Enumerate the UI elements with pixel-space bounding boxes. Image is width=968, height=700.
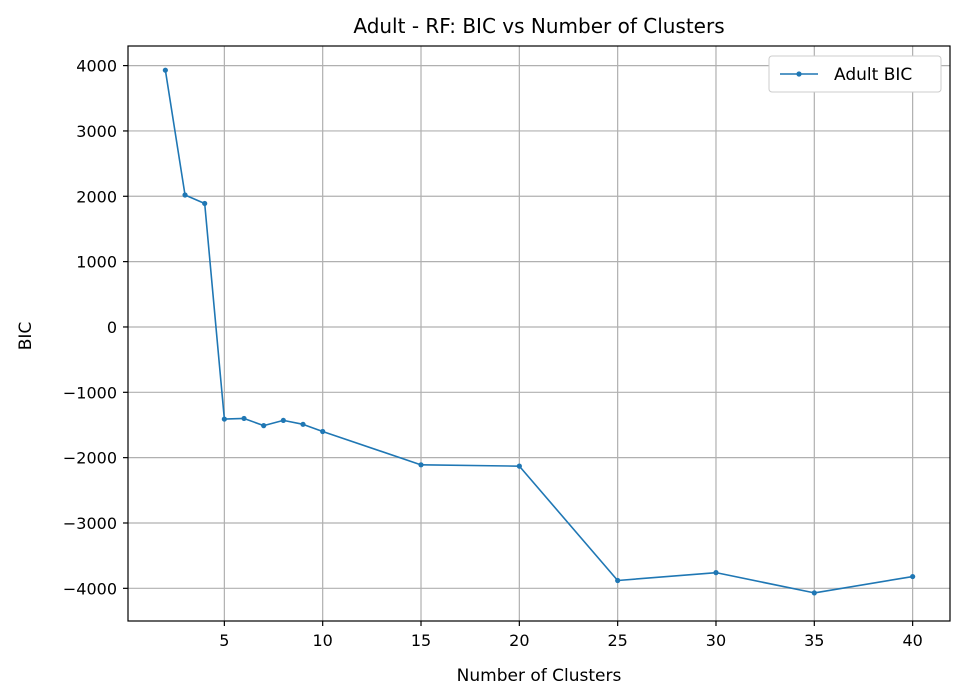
legend-box [768,55,942,93]
y-tick-label: −1000 [63,383,117,402]
data-point [516,463,522,469]
data-point [280,417,286,424]
plot-area-frame [127,45,951,622]
y-axis-label: BIC [16,322,36,351]
data-point [202,200,208,207]
y-tick-label: −3000 [63,514,117,533]
y-tick-label: −2000 [63,449,117,468]
x-tick-label: 10 [313,631,333,650]
legend-label: Adult BIC [834,65,912,85]
x-tick-label: 5 [219,631,229,650]
x-tick-label: 30 [706,631,726,650]
x-tick-label: 15 [411,631,431,650]
series-layer [162,67,916,596]
x-tick-label: 35 [804,631,824,650]
x-axis-label: Number of Clusters [457,666,622,686]
chart-title: Adult - RF: BIC vs Number of Clusters [353,14,724,38]
data-point [241,415,247,422]
data-point [615,577,621,584]
legend: Adult BIC [768,55,942,93]
data-point [182,192,188,198]
x-tick-label: 20 [509,631,529,650]
x-tick-label: 25 [607,631,627,650]
y-tick-label: 2000 [76,187,117,206]
y-tick-label: 0 [107,318,117,337]
data-point [162,67,168,73]
y-tick-label: 3000 [76,122,117,141]
data-point [811,590,817,596]
data-point [418,462,424,468]
data-point [713,570,719,576]
grid [128,46,950,621]
axis-ticks: 5 10 15 20 25 30 35 40 −4000 −3000 −2000 −1000 0 1000… [63,57,923,650]
data-point [300,421,306,427]
y-tick-label: −4000 [63,579,117,598]
x-tick-label: 40 [902,631,922,650]
y-tick-label: 1000 [76,253,117,272]
data-point [261,423,267,429]
legend-marker [796,71,802,77]
data-point [221,416,227,422]
data-point [320,428,326,435]
data-point [910,573,916,580]
y-tick-label: 4000 [76,57,117,76]
